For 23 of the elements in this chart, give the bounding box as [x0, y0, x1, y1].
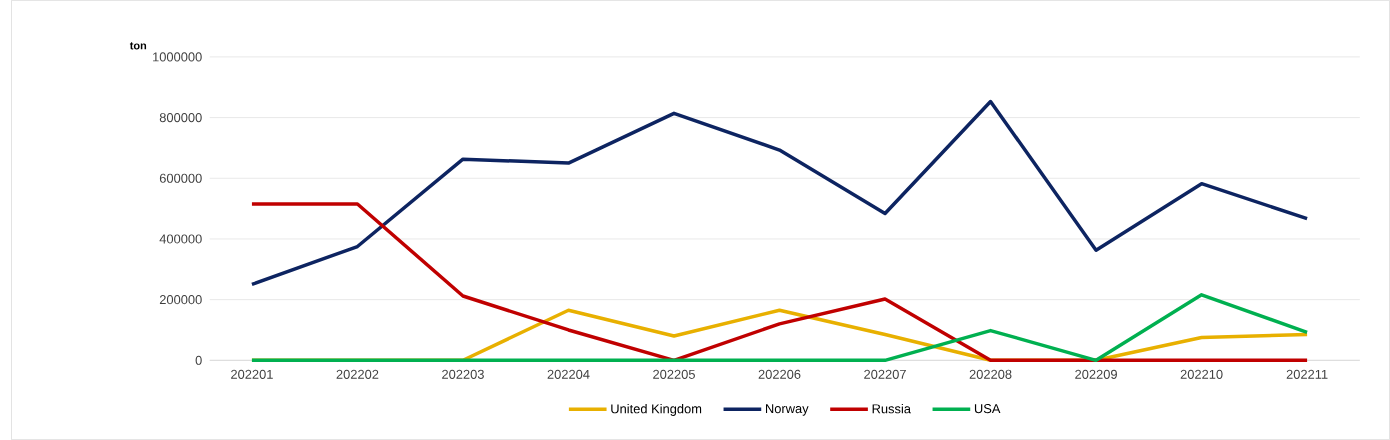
y-tick-label: 800000 — [159, 113, 202, 123]
legend-label: United Kingdom — [611, 403, 702, 416]
x-tick-label: 202207 — [864, 369, 906, 379]
line-series — [250, 99, 1309, 287]
x-tick-label: 202211 — [1286, 369, 1328, 379]
legend-label: Russia — [872, 403, 911, 414]
x-tick-label: 202206 — [758, 369, 801, 379]
y-tick-label: 1000000 — [153, 52, 202, 62]
legend-label: Norway — [766, 404, 809, 416]
x-tick-label: 202202 — [336, 369, 379, 379]
x-tick-label: 202203 — [442, 369, 484, 379]
x-tick-label: 202208 — [969, 369, 1012, 379]
y-tick-label: 400000 — [159, 234, 202, 244]
y-tick-label: 600000 — [159, 173, 202, 183]
y-axis-title: ton — [129, 42, 147, 50]
x-tick-label: 202205 — [653, 369, 695, 379]
legend-label: USA — [974, 404, 1001, 414]
x-tick-label: 202204 — [547, 369, 590, 379]
x-tick-label: 202210 — [1180, 369, 1223, 379]
x-tick-label: 202209 — [1075, 369, 1117, 379]
y-tick-label: 0 — [195, 355, 202, 365]
x-tick-label: 202201 — [231, 369, 273, 379]
y-tick-label: 200000 — [159, 295, 202, 305]
